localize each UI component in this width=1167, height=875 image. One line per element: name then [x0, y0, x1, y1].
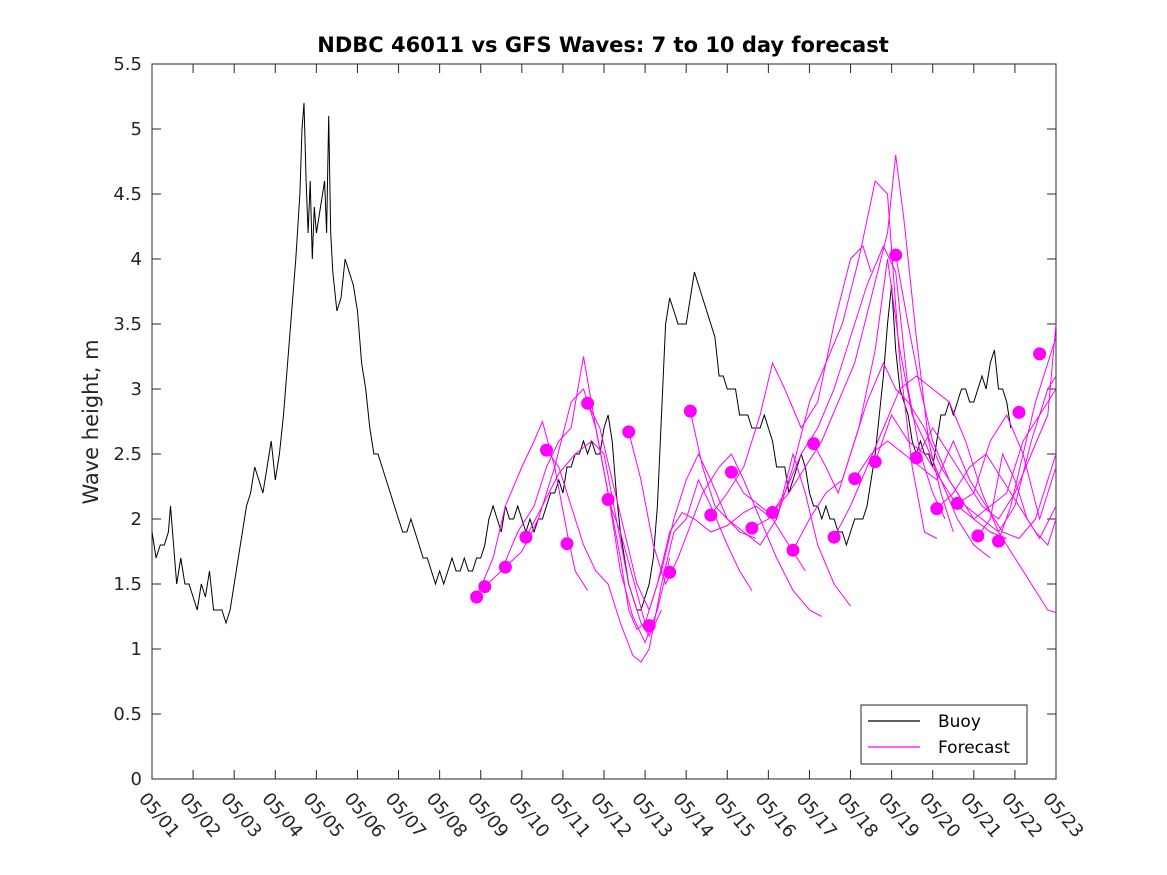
forecast-line: [854, 439, 1057, 540]
chart-title: NDBC 46011 vs GFS Waves: 7 to 10 day for…: [317, 33, 888, 57]
forecast-marker: [1012, 405, 1026, 419]
forecast-line: [936, 453, 1057, 546]
forecast-marker: [827, 530, 841, 544]
x-tick-label: 05/22: [997, 789, 1046, 842]
legend: Buoy Forecast: [860, 704, 1028, 765]
forecast-marker: [889, 248, 903, 262]
y-tick-label: 2.5: [113, 444, 142, 465]
forecast-line: [977, 452, 1057, 540]
forecast-line: [772, 154, 954, 533]
forecast-marker: [601, 493, 615, 506]
forecast-marker: [581, 396, 595, 410]
forecast-marker: [930, 502, 944, 516]
forecast-line: [689, 410, 851, 607]
y-tick-label: 3: [131, 379, 142, 400]
x-tick-label: 05/05: [299, 789, 348, 842]
forecast-line: [484, 356, 646, 631]
x-tick-label: 05/15: [709, 789, 758, 842]
y-axis-label: Wave height, m: [79, 339, 103, 504]
forecast-marker: [868, 455, 882, 469]
forecast-marker: [786, 543, 800, 557]
x-tick-label: 05/12: [586, 789, 635, 842]
x-tick-label: 05/01: [134, 789, 183, 842]
x-tick-label: 05/11: [545, 789, 594, 842]
x-tick-label: 05/18: [833, 789, 882, 842]
forecast-line: [628, 431, 823, 617]
forecast-marker: [848, 472, 862, 486]
forecast-line: [730, 179, 938, 539]
forecast-marker: [724, 465, 738, 479]
x-tick-label: 05/14: [668, 789, 717, 842]
x-tick-label: 05/20: [915, 789, 964, 842]
forecast-line: [833, 375, 1057, 614]
forecast-marker: [642, 619, 656, 633]
y-tick-label: 0.5: [113, 704, 142, 725]
forecast-line: [476, 419, 589, 598]
forecast-line: [998, 336, 1057, 542]
forecast-line: [874, 388, 1057, 520]
forecast-marker: [766, 506, 779, 519]
forecast-marker: [622, 425, 636, 439]
legend-forecast-label: Forecast: [938, 738, 1010, 758]
y-tick-label: 2: [131, 509, 142, 530]
legend-box: [860, 704, 1028, 765]
x-tick-label: 05/13: [627, 789, 676, 842]
forecast-line: [957, 413, 1057, 521]
x-tick-label: 05/10: [504, 789, 553, 842]
y-tick-label: 4: [131, 249, 142, 270]
forecast-line: [710, 245, 872, 516]
forecast-markers: [470, 248, 1047, 633]
x-tick-label: 05/07: [381, 789, 430, 842]
x-tick-label: 05/23: [1038, 789, 1087, 842]
y-tick-label: 1.5: [113, 574, 142, 595]
x-tick-label: 05/02: [175, 789, 224, 842]
forecast-marker: [498, 560, 512, 574]
x-tick-label: 05/04: [257, 789, 306, 842]
y-tick-label: 3.5: [113, 314, 142, 335]
y-tick-label: 5.5: [113, 54, 142, 75]
forecast-line: [587, 403, 757, 612]
y-tick-label: 5: [131, 119, 142, 140]
forecast-marker: [745, 521, 759, 535]
buoy-series: [151, 102, 1012, 625]
y-tick-label: 0: [131, 769, 142, 790]
forecast-marker: [519, 530, 533, 544]
y-tick-label: 4.5: [113, 184, 142, 205]
x-tick-label: 05/16: [751, 789, 800, 842]
forecast-marker: [663, 565, 677, 579]
forecast-marker: [950, 496, 964, 510]
buoy-line: [151, 102, 1012, 625]
x-tick-label: 05/19: [874, 789, 923, 842]
forecast-line: [895, 255, 1057, 533]
forecast-marker: [683, 404, 697, 418]
x-tick-label: 05/21: [956, 789, 1005, 842]
forecast-marker: [478, 580, 492, 594]
x-tick-label: 05/06: [340, 789, 389, 842]
forecast-marker: [540, 443, 553, 457]
forecast-marker: [909, 451, 923, 465]
forecast-line: [813, 361, 1007, 539]
x-tick-label: 05/08: [422, 789, 471, 842]
forecast-marker: [971, 529, 985, 543]
forecast-marker: [992, 534, 1005, 548]
legend-buoy-label: Buoy: [938, 712, 981, 732]
x-tick-label: 05/03: [216, 789, 265, 842]
forecast-line: [915, 323, 1057, 520]
forecast-line: [792, 258, 991, 559]
forecast-series: [476, 154, 1057, 663]
forecast-marker: [470, 590, 484, 604]
x-tick-label: 05/09: [463, 789, 512, 842]
forecast-marker: [704, 508, 718, 522]
forecast-line: [505, 388, 671, 644]
y-tick-label: 1: [131, 639, 142, 660]
forecast-line: [751, 244, 946, 529]
forecast-marker: [807, 437, 821, 451]
forecast-marker: [560, 537, 574, 551]
forecast-marker: [1033, 347, 1047, 361]
x-tick-label: 05/17: [792, 789, 841, 842]
